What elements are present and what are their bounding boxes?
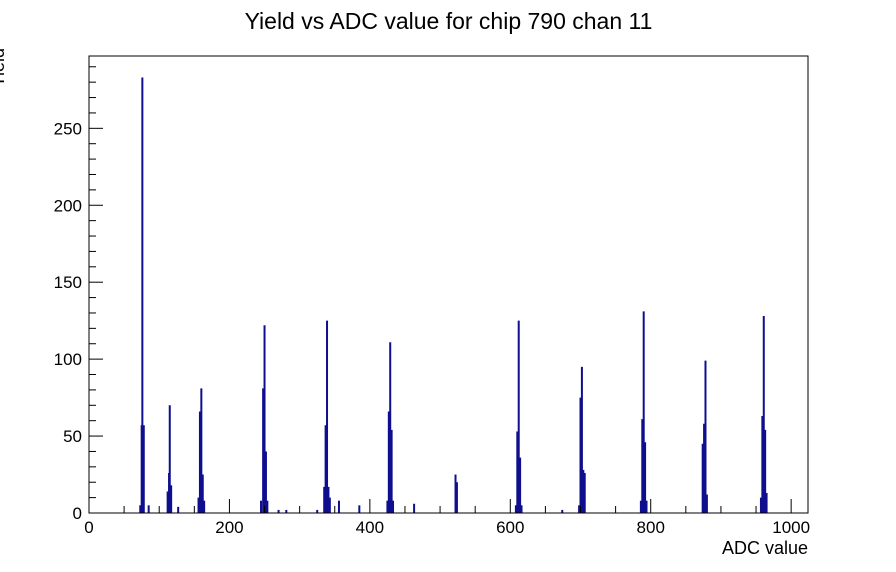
chart-title: Yield vs ADC value for chip 790 chan 11 bbox=[244, 8, 653, 34]
x-tick-label: 400 bbox=[356, 518, 384, 537]
plot-frame bbox=[88, 55, 809, 514]
x-tick-label: 600 bbox=[496, 518, 524, 537]
x-tick-label: 800 bbox=[637, 518, 665, 537]
y-tick-label: 50 bbox=[63, 427, 82, 446]
y-tick-label: 200 bbox=[54, 196, 82, 215]
x-axis-title: ADC value bbox=[721, 538, 808, 558]
x-tick-label: 0 bbox=[84, 518, 93, 537]
y-tick-label: 250 bbox=[54, 119, 82, 138]
y-tick-label: 0 bbox=[73, 504, 82, 523]
x-tick-label: 200 bbox=[215, 518, 243, 537]
y-tick-label: 100 bbox=[54, 350, 82, 369]
y-tick-label: 150 bbox=[54, 273, 82, 292]
x-tick-label: 1000 bbox=[772, 518, 810, 537]
